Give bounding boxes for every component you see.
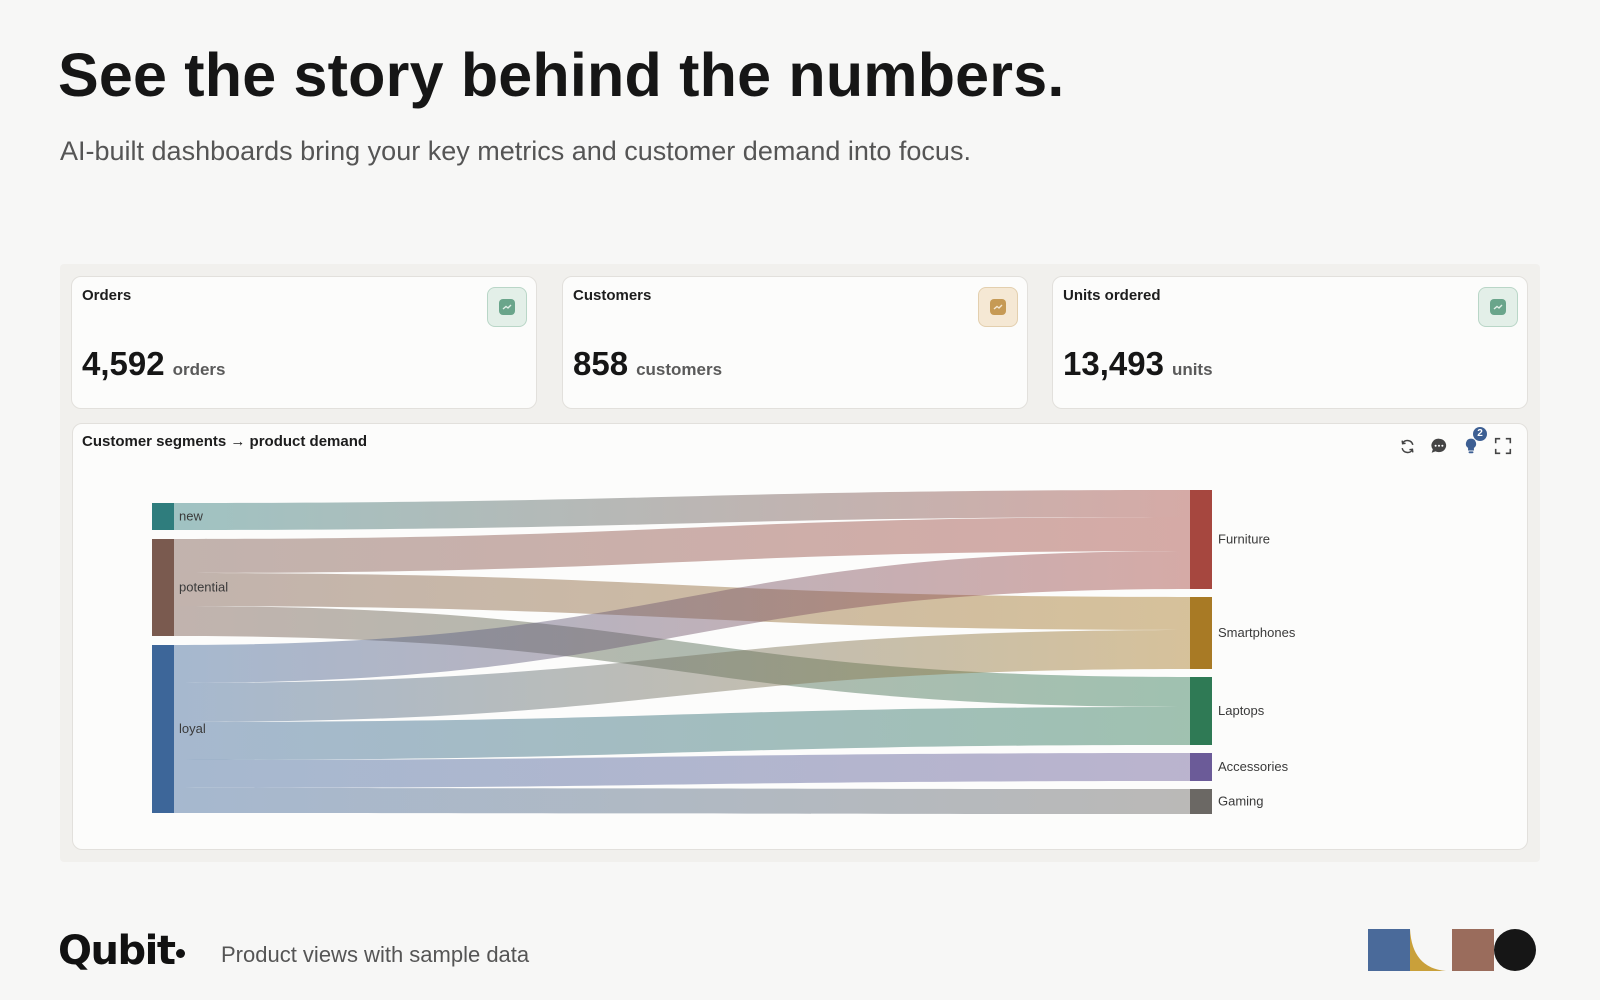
brand-square-blue	[1368, 929, 1410, 971]
sankey-link-loyal-furniture	[174, 551, 1190, 683]
dashboard-preview: Orders 4,592 orders Customers 858 custom…	[60, 264, 1540, 862]
brand-square-brown	[1452, 929, 1494, 971]
chart-toolbar: 2	[1397, 427, 1513, 456]
logo-dot	[176, 949, 186, 958]
sankey-node-label-gaming: Gaming	[1218, 794, 1264, 809]
comment-icon[interactable]	[1429, 436, 1449, 456]
sankey-node-label-furniture: Furniture	[1218, 532, 1270, 547]
kpi-card-orders[interactable]: Orders 4,592 orders	[71, 276, 537, 409]
hero-subtitle: AI-built dashboards bring your key metri…	[60, 136, 971, 166]
sankey-node-potential	[152, 539, 174, 636]
refresh-icon[interactable]	[1397, 436, 1417, 456]
sankey-node-label-potential: potential	[179, 580, 228, 595]
insight-bulb-icon[interactable]: 2	[1461, 427, 1487, 456]
kpi-label: Customers	[573, 287, 652, 304]
kpi-unit: orders	[172, 360, 226, 379]
logo-text: Qubit	[58, 928, 176, 974]
kpi-value: 4,592 orders	[82, 345, 226, 383]
sankey-node-furniture	[1190, 490, 1212, 589]
kpi-unit: customers	[636, 360, 723, 379]
sankey-chart-card: new potential loyal Furniture Smartphones Lap…	[72, 423, 1528, 850]
trend-up-icon	[499, 299, 515, 315]
sankey-link-loyal-accessories	[174, 753, 1190, 788]
kpi-number: 858	[573, 345, 629, 382]
kpi-unit: units	[1171, 360, 1213, 379]
sankey-node-loyal	[152, 645, 174, 813]
trend-button[interactable]	[1478, 287, 1518, 327]
kpi-label: Units ordered	[1063, 287, 1161, 304]
brand-shapes	[1368, 929, 1536, 971]
sankey-node-label-new: new	[179, 509, 203, 524]
insight-count-badge: 2	[1473, 427, 1487, 441]
brand-quarter-gold	[1410, 929, 1446, 971]
sankey-link-loyal-gaming	[174, 788, 1190, 814]
sankey-link-new-furniture	[174, 490, 1190, 530]
chart-title: Customer segments → product demand	[82, 433, 368, 450]
sankey-link-loyal-laptops	[174, 707, 1190, 760]
kpi-value: 13,493 units	[1063, 345, 1213, 383]
sankey-node-label-laptops: Laptops	[1218, 703, 1265, 718]
trend-up-icon	[1490, 299, 1506, 315]
sankey-chart: new potential loyal Furniture Smartphones Lap…	[152, 490, 1296, 814]
kpi-value: 858 customers	[573, 345, 722, 383]
sankey-link-loyal-smartphones	[174, 630, 1190, 722]
footer-caption: Product views with sample data	[221, 942, 530, 967]
hero-title: See the story behind the numbers.	[58, 41, 1065, 109]
sankey-link-potential-furniture	[174, 517, 1190, 573]
sankey-node-gaming	[1190, 789, 1212, 814]
kpi-card-customers[interactable]: Customers 858 customers	[562, 276, 1028, 409]
sankey-node-laptops	[1190, 677, 1212, 745]
kpi-label: Orders	[82, 287, 132, 304]
sankey-node-label-smartphones: Smartphones	[1218, 625, 1296, 640]
sankey-node-accessories	[1190, 753, 1212, 781]
kpi-number: 13,493	[1063, 345, 1164, 382]
kpi-card-units-ordered[interactable]: Units ordered 13,493 units	[1052, 276, 1528, 409]
qubit-logo: Qubit	[58, 928, 186, 974]
sankey-links	[174, 490, 1190, 814]
sankey-node-new	[152, 503, 174, 530]
brand-circle-black	[1494, 929, 1536, 971]
sankey-node-label-accessories: Accessories	[1218, 759, 1289, 774]
trend-button[interactable]	[978, 287, 1018, 327]
fullscreen-icon[interactable]	[1493, 436, 1513, 456]
sankey-node-label-loyal: loyal	[179, 721, 206, 736]
sankey-node-smartphones	[1190, 597, 1212, 669]
trend-up-icon	[990, 299, 1006, 315]
trend-button[interactable]	[487, 287, 527, 327]
kpi-number: 4,592	[82, 345, 165, 382]
